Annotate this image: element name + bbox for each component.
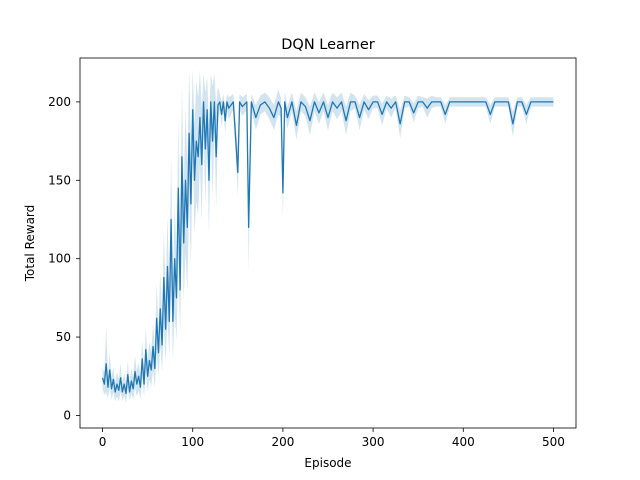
x-tick-label: 400 — [452, 435, 475, 449]
plot-area — [101, 68, 554, 403]
y-tick-label: 50 — [56, 330, 71, 344]
x-tick-label: 0 — [99, 435, 107, 449]
confidence-band — [102, 68, 554, 403]
chart-title: DQN Learner — [281, 37, 374, 53]
axes-frame — [79, 57, 577, 429]
x-axis: 0 100 200 300 400 500 — [99, 428, 565, 449]
x-tick-label: 200 — [271, 435, 294, 449]
y-axis: 0 50 100 150 200 — [48, 95, 80, 422]
y-tick-label: 200 — [48, 95, 71, 109]
x-axis-label: Episode — [304, 456, 351, 470]
x-tick-label: 500 — [542, 435, 565, 449]
x-tick-label: 100 — [181, 435, 204, 449]
series-line — [101, 101, 554, 395]
y-axis-label: Total Reward — [23, 205, 37, 283]
y-tick-label: 0 — [63, 408, 71, 422]
y-tick-label: 150 — [48, 173, 71, 187]
x-tick-label: 300 — [362, 435, 385, 449]
y-tick-label: 100 — [48, 252, 71, 266]
